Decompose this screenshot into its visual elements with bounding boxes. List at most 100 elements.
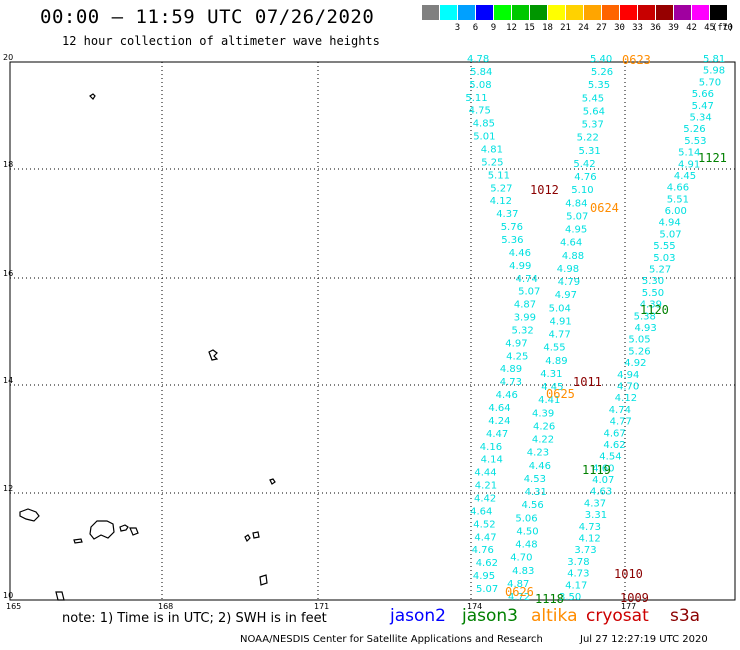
legend-swatch — [602, 5, 619, 20]
legend-swatch — [638, 5, 655, 20]
wave-height-label: 4.66 — [667, 183, 689, 194]
wave-height-label: 5.31 — [579, 146, 601, 157]
wave-height-label: 4.74 — [516, 274, 538, 285]
legend-swatch — [494, 5, 511, 20]
legend-label: 39 — [668, 23, 679, 33]
wave-height-label: 5.53 — [684, 136, 706, 147]
island-outline — [259, 574, 268, 586]
wave-height-label: 5.66 — [692, 89, 714, 100]
legend-label: 33 — [632, 23, 643, 33]
island-outlines — [19, 93, 276, 601]
wave-height-label: 4.47 — [474, 532, 496, 543]
wave-height-label: 4.48 — [515, 540, 537, 551]
wave-height-label: 4.93 — [635, 323, 657, 334]
wave-height-label: 4.75 — [469, 106, 491, 117]
wave-height-label: 4.91 — [550, 316, 572, 327]
wave-height-label: 4.92 — [624, 358, 646, 369]
wave-height-label: 5.01 — [473, 132, 495, 143]
lon-tick-label: 171 — [314, 602, 329, 611]
lat-tick-label: 18 — [3, 160, 13, 169]
wave-height-label: 3.99 — [514, 313, 536, 324]
wave-height-label: 5.42 — [573, 159, 595, 170]
wave-height-label: 5.14 — [678, 148, 700, 159]
wave-height-label: 4.24 — [488, 416, 510, 427]
wave-height-label: 5.26 — [591, 67, 613, 78]
pass-id-label: 0623 — [622, 53, 651, 67]
legend-swatch — [458, 5, 475, 20]
wave-height-label: 5.30 — [642, 276, 664, 287]
credit-line: NOAA/NESDIS Center for Satellite Applica… — [240, 634, 543, 645]
wave-height-label: 5.04 — [549, 303, 571, 314]
wave-height-label: 4.87 — [507, 579, 529, 590]
wave-height-label: 4.77 — [610, 417, 632, 428]
wave-height-label: 4.46 — [509, 248, 531, 259]
satellite-tracks: 4.78 5.84 5.08 5.11 4.75 4.85 5.01 4.815.25 5.11… — [465, 54, 725, 603]
legend-swatch — [476, 5, 493, 20]
wave-height-label: 4.45 — [541, 382, 563, 393]
wave-height-label: 5.38 — [634, 311, 656, 322]
legend-swatch — [422, 5, 439, 20]
wave-height-label: 4.50 — [516, 526, 538, 537]
wave-height-label: 5.51 — [667, 194, 689, 205]
wave-height-label: 5.07 — [476, 584, 498, 595]
legend-swatch — [620, 5, 637, 20]
wave-height-label: 4.91 — [678, 159, 700, 170]
wave-height-label: 4.76 — [472, 545, 494, 556]
wave-height-label: 4.46 — [496, 390, 518, 401]
wave-height-label: 4.39 — [640, 300, 662, 311]
wave-height-label: 4.17 — [565, 580, 587, 591]
wave-height-label: 4.77 — [549, 330, 571, 341]
legend-unit: (ft) — [712, 23, 734, 33]
wave-height-label: 4.98 — [557, 264, 579, 275]
wave-height-label: 5.25 — [481, 157, 503, 168]
legend-label: 36 — [650, 23, 661, 33]
wave-height-label: 5.10 — [571, 185, 593, 196]
generated-timestamp: Jul 27 12:27:19 UTC 2020 — [580, 634, 708, 645]
legend-label: 45 — [704, 23, 715, 33]
wave-height-label: 5.64 — [583, 107, 605, 118]
wave-height-label: 4.25 — [506, 351, 528, 362]
wave-height-label: 4.62 — [603, 440, 625, 451]
wave-height-label: 4.73 — [500, 377, 522, 388]
island-outline — [55, 591, 65, 601]
legend-label: 24 — [578, 23, 589, 33]
legend-label: 12 — [506, 23, 517, 33]
wave-height-label: 4.07 — [592, 475, 614, 486]
wave-height-label: 5.07 — [659, 229, 681, 240]
island-outline — [89, 93, 96, 100]
wave-height-label: 4.81 — [481, 145, 503, 156]
wave-height-label: 5.98 — [703, 66, 725, 77]
wave-height-label: 5.26 — [683, 124, 705, 135]
island-outline — [129, 527, 139, 536]
wave-height-label: 4.42 — [474, 494, 496, 505]
satellite-key-altika: altika — [531, 606, 578, 626]
lon-tick-label: 168 — [158, 602, 173, 611]
wave-height-label: 4.64 — [470, 506, 492, 517]
wave-height-label: 4.95 — [473, 571, 495, 582]
wave-height-label: 4.72 — [508, 592, 530, 603]
wave-height-label: 4.67 — [604, 428, 626, 439]
map-grid: 165 168 171 174 177 20 18 16 14 12 10 — [3, 53, 736, 611]
wave-height-label: 4.60 — [592, 463, 614, 474]
wave-height-label: 5.08 — [469, 80, 491, 91]
wave-height-label: 4.56 — [522, 500, 544, 511]
wave-height-label: 4.83 — [512, 566, 534, 577]
wave-height-label: 4.78 — [467, 54, 489, 65]
legend-label: 30 — [614, 23, 625, 33]
pass-id-label: 1120 — [640, 303, 669, 317]
wave-height-label: 5.07 — [566, 212, 588, 223]
legend-swatch — [674, 5, 691, 20]
island-outline — [269, 478, 276, 485]
page-subtitle: 12 hour collection of altimeter wave hei… — [62, 34, 380, 48]
footer-note: note: 1) Time is in UTC; 2) SWH is in fe… — [62, 611, 327, 626]
island-outline — [252, 531, 260, 539]
wave-height-label: 3.78 — [567, 557, 589, 568]
wave-height-label: 4.31 — [525, 487, 547, 498]
wave-height-label: 4.97 — [505, 338, 527, 349]
island-outline — [244, 534, 251, 543]
pass-id-label: 1010 — [614, 567, 643, 581]
wave-height-label: 4.89 — [500, 364, 522, 375]
wave-height-label: 5.45 — [582, 93, 604, 104]
wave-height-label: 5.07 — [518, 287, 540, 298]
